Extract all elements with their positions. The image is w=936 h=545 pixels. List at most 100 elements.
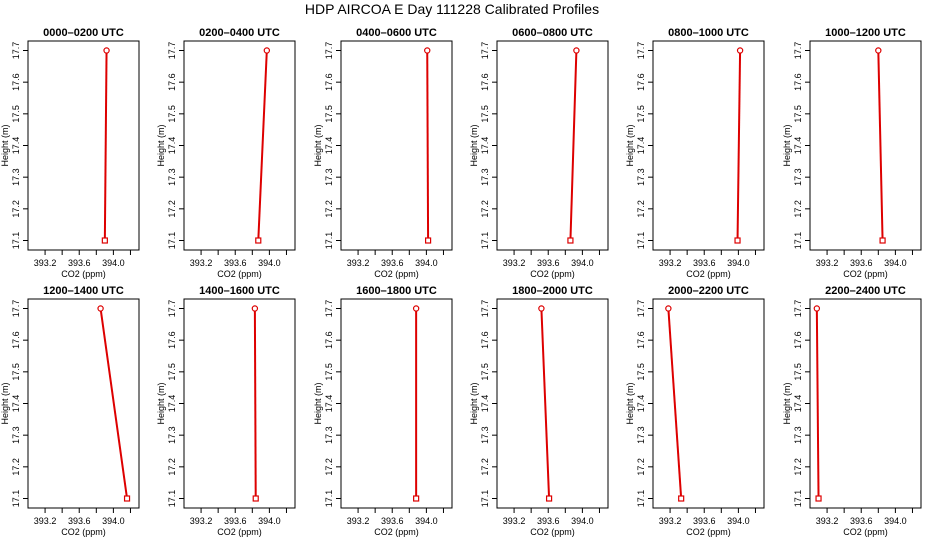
- y-tick-label: 17.3: [167, 168, 177, 186]
- y-tick-label: 17.1: [480, 232, 490, 250]
- y-tick-label: 17.4: [480, 395, 490, 413]
- data-point: [413, 495, 420, 502]
- panel-title: 2000–2200 UTC: [668, 285, 749, 297]
- panel-title: 0600–0800 UTC: [512, 27, 593, 39]
- data-point: [412, 305, 420, 312]
- y-tick-label: 17.5: [793, 363, 803, 381]
- x-tick-label: 394.0: [258, 258, 281, 268]
- y-tick-label: 17.1: [11, 232, 21, 250]
- profile-line: [426, 50, 430, 241]
- plot-frame: [809, 298, 922, 509]
- x-axis-label: CO2 (ppm): [843, 269, 888, 279]
- profile-line: [103, 50, 108, 241]
- y-tick-label: 17.7: [793, 42, 803, 60]
- y-axis-label: Height (m): [313, 382, 323, 424]
- data-point: [103, 47, 110, 54]
- panel-title: 1600–1800 UTC: [356, 285, 437, 297]
- y-tick-label: 17.3: [324, 168, 334, 186]
- y-tick-label: 17.3: [793, 426, 803, 444]
- y-tick-label: 17.7: [11, 300, 21, 318]
- data-point: [573, 47, 580, 54]
- y-tick-label: 17.4: [636, 137, 646, 155]
- x-tick-label: 393.6: [850, 258, 873, 268]
- y-tick-label: 17.1: [480, 490, 490, 508]
- x-axis-label: CO2 (ppm): [843, 527, 888, 537]
- y-tick-label: 17.4: [324, 137, 334, 155]
- x-tick-label: 393.6: [850, 516, 873, 526]
- plot-frame: [27, 40, 140, 251]
- x-tick-label: 393.6: [68, 516, 91, 526]
- data-point: [815, 495, 822, 502]
- data-point: [736, 47, 744, 54]
- y-tick-label: 17.2: [324, 458, 334, 476]
- x-tick-label: 393.2: [816, 516, 839, 526]
- y-tick-label: 17.3: [793, 168, 803, 186]
- y-tick-label: 17.5: [167, 105, 177, 123]
- y-tick-label: 17.6: [11, 331, 21, 349]
- x-tick-label: 393.2: [190, 258, 213, 268]
- x-tick-label: 394.0: [258, 516, 281, 526]
- y-tick-label: 17.6: [480, 331, 490, 349]
- y-tick-label: 17.3: [11, 168, 21, 186]
- panel-title: 2200–2400 UTC: [825, 285, 906, 297]
- y-tick-label: 17.4: [636, 395, 646, 413]
- y-tick-label: 17.6: [793, 331, 803, 349]
- profile-line: [877, 50, 884, 241]
- y-axis-label: Height (m): [156, 382, 166, 424]
- panel-title: 0200–0400 UTC: [199, 27, 280, 39]
- x-tick-label: 394.0: [415, 516, 438, 526]
- x-axis-label: CO2 (ppm): [61, 527, 106, 537]
- x-tick-label: 394.0: [102, 516, 125, 526]
- x-tick-label: 394.0: [571, 258, 594, 268]
- data-point: [813, 305, 821, 312]
- x-tick-label: 394.0: [571, 516, 594, 526]
- y-tick-label: 17.6: [480, 73, 490, 91]
- panel-title: 1200–1400 UTC: [43, 285, 124, 297]
- data-point: [734, 237, 741, 244]
- data-point: [678, 495, 685, 502]
- x-tick-label: 394.0: [102, 258, 125, 268]
- data-point: [252, 495, 259, 502]
- y-tick-label: 17.6: [167, 73, 177, 91]
- profile-line: [99, 308, 129, 499]
- data-point: [123, 495, 131, 502]
- y-tick-label: 17.4: [167, 137, 177, 155]
- y-tick-label: 17.1: [167, 232, 177, 250]
- y-tick-label: 17.7: [167, 300, 177, 318]
- x-tick-label: 393.2: [503, 516, 526, 526]
- x-tick-label: 393.2: [659, 258, 682, 268]
- profile-line: [736, 50, 742, 241]
- y-axis-label: Height (m): [625, 124, 635, 166]
- y-tick-label: 17.5: [480, 363, 490, 381]
- y-tick-label: 17.7: [167, 42, 177, 60]
- x-tick-label: 393.2: [659, 516, 682, 526]
- y-tick-label: 17.2: [167, 458, 177, 476]
- x-tick-label: 393.6: [537, 258, 560, 268]
- y-tick-label: 17.4: [11, 137, 21, 155]
- plot-frame: [496, 40, 609, 251]
- x-axis-label: CO2 (ppm): [61, 269, 106, 279]
- y-tick-label: 17.1: [793, 232, 803, 250]
- y-tick-label: 17.4: [324, 395, 334, 413]
- x-tick-label: 394.0: [727, 258, 750, 268]
- plot-frame: [183, 298, 296, 509]
- data-point: [424, 47, 431, 54]
- plot-frame: [183, 40, 296, 251]
- y-tick-label: 17.3: [11, 426, 21, 444]
- y-tick-label: 17.4: [167, 395, 177, 413]
- data-point: [545, 495, 553, 502]
- panel-title: 1800–2000 UTC: [512, 285, 593, 297]
- x-tick-label: 393.6: [537, 516, 560, 526]
- data-point: [567, 237, 574, 244]
- y-tick-label: 17.3: [480, 426, 490, 444]
- x-tick-label: 393.2: [347, 516, 370, 526]
- y-tick-label: 17.5: [480, 105, 490, 123]
